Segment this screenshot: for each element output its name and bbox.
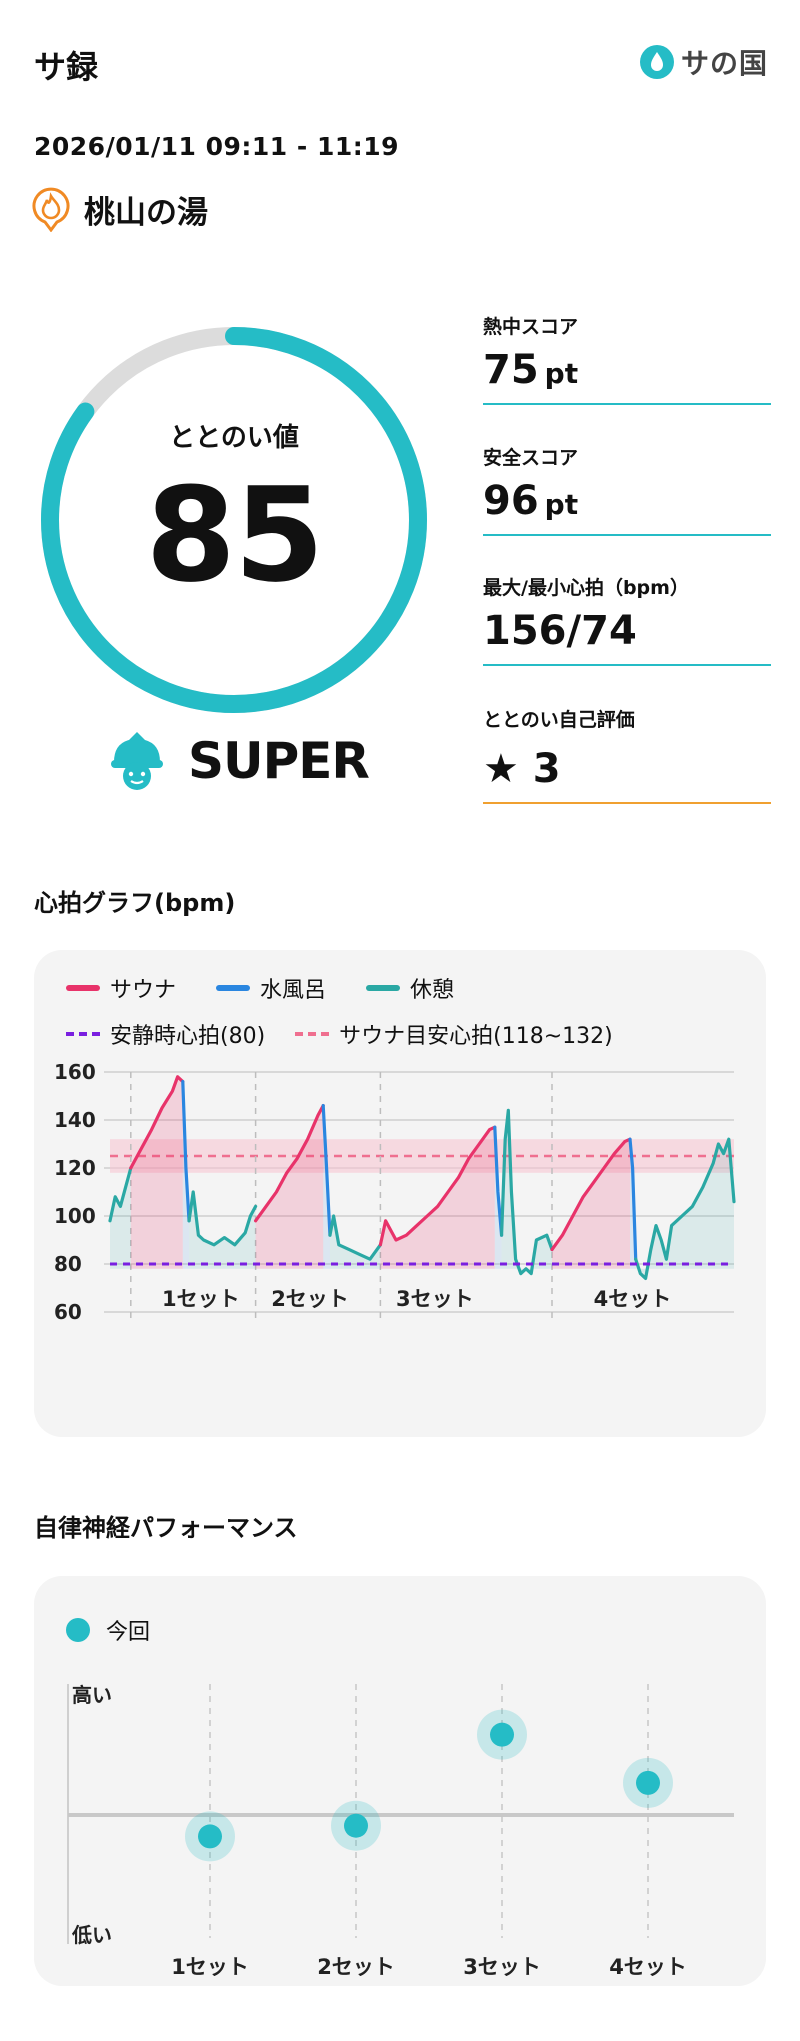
heat-score-label: 熱中スコア — [483, 316, 579, 338]
facility-name: 桃山の湯 — [84, 194, 208, 231]
hr-line-sauna — [129, 1075, 185, 1170]
score-ring — [41, 327, 427, 713]
score-label: ととのい値 — [169, 423, 299, 453]
legend-label: サウナ — [110, 978, 177, 1003]
hr-line-sauna — [378, 1125, 497, 1247]
safety-score-label: 安全スコア — [483, 447, 579, 469]
legend-label: 水風呂 — [260, 978, 327, 1003]
hr-line-rest — [328, 1214, 382, 1261]
legend-swatch — [216, 985, 251, 991]
page-title: サ録 — [34, 48, 99, 86]
hr-line-rest — [499, 1108, 554, 1276]
brand-logo: サの国 — [639, 42, 768, 82]
axis-high-label: 高い — [72, 1683, 112, 1707]
hr-area-rest — [189, 1192, 256, 1269]
performance-title: 自律神経パフォーマンス — [34, 1514, 298, 1542]
heat-score: 熱中スコア 75 pt — [483, 312, 771, 405]
y-tick-label: 120 — [54, 1156, 96, 1180]
data-point — [344, 1813, 368, 1838]
set-label: 1セット — [162, 1287, 240, 1311]
hr-area-sauna — [552, 1139, 630, 1269]
hr-line-water — [493, 1125, 504, 1237]
category-label: 2セット — [317, 1955, 395, 1976]
category-label: 3セット — [463, 1955, 541, 1976]
legend-label: 休憩 — [410, 978, 455, 1003]
y-tick-label: 60 — [54, 1300, 82, 1324]
hr-line-water — [181, 1080, 191, 1223]
axis-low-label: 低い — [71, 1923, 112, 1947]
hr-line-water — [628, 1137, 638, 1261]
data-point — [198, 1824, 222, 1849]
rank-badge: SUPER — [108, 730, 370, 792]
legend-swatch — [66, 985, 100, 991]
heart-legend: サウナ 水風呂 休憩 — [66, 972, 454, 1004]
sauna-hat-icon — [111, 732, 163, 790]
facility-row[interactable]: 桃山の湯 — [32, 186, 208, 232]
legend-swatch — [66, 1032, 100, 1036]
perf-legend: 今回 — [66, 1614, 150, 1646]
heart-rate-value: 156/74 — [483, 608, 637, 654]
hr-area-sauna — [130, 1076, 183, 1269]
legend-label: サウナ目安心拍(118~132) — [339, 1024, 613, 1049]
hr-line-rest — [187, 1190, 258, 1247]
heat-score-value: 75 — [483, 347, 539, 393]
heart-rate-label: 最大/最小心拍（bpm） — [483, 577, 689, 599]
y-tick-label: 80 — [54, 1252, 82, 1276]
y-tick-label: 160 — [54, 1062, 96, 1084]
fire-pin-icon — [32, 187, 70, 232]
heart-rate-range: 最大/最小心拍（bpm） 156/74 — [483, 573, 771, 666]
divider — [483, 664, 771, 666]
legend-label: 安静時心拍(80) — [110, 1024, 266, 1049]
y-tick-label: 100 — [54, 1204, 96, 1228]
safety-score-value: 96 — [483, 478, 539, 524]
safety-score: 安全スコア 96 pt — [483, 443, 771, 536]
hr-line-sauna — [254, 1104, 325, 1223]
legend-rest: 休憩 — [366, 972, 454, 1004]
divider — [483, 403, 771, 405]
legend-water: 水風呂 — [216, 972, 326, 1004]
self-rating[interactable]: ととのい自己評価 ★ 3 — [483, 705, 771, 804]
heart-graph-title: 心拍グラフ(bpm) — [34, 889, 236, 917]
data-point — [636, 1770, 660, 1795]
safety-score-unit: pt — [544, 488, 579, 521]
divider — [483, 534, 771, 536]
rank-label: SUPER — [188, 732, 370, 790]
legend-target-hr: サウナ目安心拍(118~132) — [295, 1018, 613, 1050]
set-label: 2セット — [271, 1287, 349, 1311]
legend-swatch — [366, 985, 401, 991]
set-label: 3セット — [396, 1287, 474, 1311]
performance-card: 今回 高い低い 1セット 2セット 3セット 4セット — [34, 1576, 766, 1986]
self-rating-value: ★ 3 — [483, 746, 561, 792]
legend-swatch — [295, 1032, 330, 1036]
legend-resting-hr: 安静時心拍(80) — [66, 1018, 265, 1050]
heat-score-unit: pt — [544, 357, 579, 390]
brand-name: サの国 — [680, 47, 768, 80]
heart-graph-card: サウナ 水風呂 休憩 安静時心拍(80) サウナ目安心拍(118~132) 60… — [34, 950, 766, 1437]
heart-rate-chart: 60 80 100 120 140 160 1セット 2セット 3セット 4セット — [54, 1062, 736, 1324]
session-datetime: 2026/01/11 09:11 - 11:19 — [34, 132, 400, 161]
legend-label: 今回 — [106, 1620, 151, 1645]
hr-area-sauna — [255, 1105, 324, 1269]
self-rating-label: ととのい自己評価 — [483, 709, 635, 731]
hr-line-sauna — [550, 1137, 632, 1252]
hr-area-rest — [329, 1216, 381, 1269]
category-label: 4セット — [609, 1955, 687, 1976]
hr-line-rest — [108, 1166, 133, 1223]
category-label: 1セット — [171, 1955, 249, 1976]
hr-line-water — [321, 1104, 332, 1237]
set-label: 4セット — [594, 1287, 672, 1311]
data-point — [490, 1722, 514, 1747]
y-tick-label: 140 — [54, 1108, 96, 1132]
drop-icon — [639, 45, 674, 79]
legend-dot — [66, 1618, 90, 1642]
divider — [483, 802, 771, 804]
score-value: 85 — [145, 459, 325, 611]
legend-sauna: サウナ — [66, 972, 176, 1004]
score-ring-progress — [41, 327, 427, 713]
heart-legend-lines: 安静時心拍(80) サウナ目安心拍(118~132) — [66, 1018, 613, 1050]
